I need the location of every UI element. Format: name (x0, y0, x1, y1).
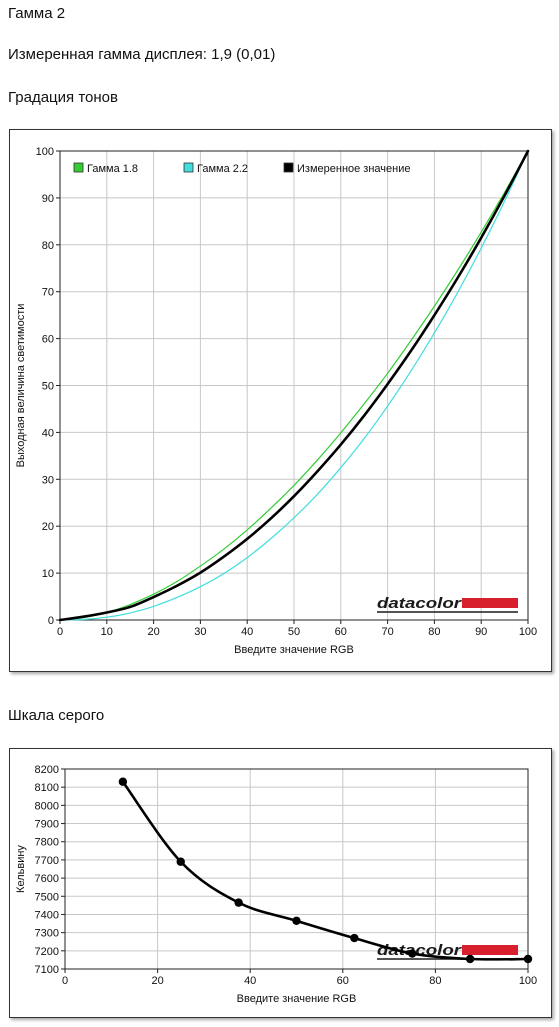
y-tick-label: 20 (42, 521, 54, 533)
data-point (465, 954, 475, 964)
data-point (523, 954, 533, 964)
y-tick-label: 7900 (35, 819, 59, 831)
datacolor-logo-text: datacolor (377, 942, 462, 959)
y-tick-label: 7500 (35, 891, 59, 903)
y-tick-label: 40 (42, 427, 54, 439)
datacolor-logo-text: datacolor (377, 595, 462, 612)
x-axis-label: Введите значение RGB (234, 644, 354, 656)
legend-swatch-0 (73, 162, 84, 173)
x-tick-label: 30 (194, 626, 206, 638)
data-point (176, 857, 185, 866)
data-point (408, 949, 417, 958)
grayscale-heading: Шкала серого (8, 707, 105, 724)
y-tick-label: 8000 (35, 800, 59, 812)
y-tick-label: 30 (42, 474, 54, 486)
y-tick-label: 7700 (35, 855, 59, 867)
plot-area-border (64, 768, 529, 970)
y-axis-label: Выходная величина светимости (15, 304, 27, 468)
x-tick-label: 10 (101, 626, 113, 638)
y-tick-label: 7200 (35, 946, 59, 958)
y-tick-label: 70 (42, 287, 54, 299)
y-tick-label: 7800 (35, 837, 59, 849)
x-tick-label: 50 (288, 626, 300, 638)
y-tick-label: 0 (48, 615, 54, 627)
y-tick-label: 90 (42, 193, 54, 205)
page-title: Гамма 2 (8, 5, 66, 22)
x-tick-label: 40 (244, 975, 256, 987)
tone-gradation-chart-frame: 0 10 20 30 40 50 60 70 80 90 100 0 10 20 30 40 50 60 70 80 9… (9, 129, 552, 672)
x-tick-label: 20 (147, 626, 159, 638)
legend-swatch-1 (183, 162, 194, 173)
y-tick-label: 100 (36, 146, 54, 158)
x-tick-label: 80 (429, 975, 441, 987)
y-axis-label: Кельвину (15, 845, 27, 893)
data-point (350, 933, 359, 943)
legend-label-2: Измеренное значение (297, 163, 411, 175)
datacolor-logo-bar (462, 945, 518, 955)
x-tick-label: 60 (335, 626, 347, 638)
measured-gamma-text: Измеренная гамма дисплея: 1,9 (0,01) (8, 46, 276, 63)
series-line-0 (59, 150, 529, 621)
grayscale-chart-frame: 0 20 40 60 80 100 7100 7200 7300 7400 7500 7600 7700… (9, 748, 552, 1018)
y-tick-label: 60 (42, 334, 54, 346)
legend-label-0: Гамма 1.8 (87, 163, 138, 175)
grayscale-chart: 0 20 40 60 80 100 7100 7200 7300 7400 7500 7600 7700… (15, 764, 537, 1005)
y-tick-label: 8200 (35, 764, 59, 776)
x-tick-label: 0 (57, 626, 63, 638)
x-tick-label: 60 (337, 975, 349, 987)
x-tick-label: 40 (241, 626, 253, 638)
x-tick-label: 70 (381, 626, 393, 638)
y-tick-label: 50 (42, 381, 54, 393)
y-tick-label: 8100 (35, 782, 59, 794)
y-tick-label: 7300 (35, 928, 59, 940)
legend-swatch-2 (283, 162, 294, 173)
data-point (234, 898, 243, 907)
series-line-1 (59, 150, 529, 621)
y-tick-label: 7400 (35, 909, 59, 921)
x-tick-label: 80 (428, 626, 440, 638)
x-tick-label: 0 (62, 975, 68, 987)
tone-gradation-chart: 0 10 20 30 40 50 60 70 80 90 100 0 10 20 30 40 50 60 70 80 9… (15, 146, 537, 656)
y-tick-label: 7100 (35, 964, 59, 976)
y-tick-label: 7600 (35, 873, 59, 885)
datacolor-logo: datacolor (377, 595, 518, 613)
y-tick-label: 10 (42, 568, 54, 580)
x-tick-label: 90 (475, 626, 487, 638)
y-tick-label: 80 (42, 240, 54, 252)
x-tick-label: 100 (519, 626, 537, 638)
x-axis-label: Введите значение RGB (237, 993, 357, 1005)
data-point (292, 916, 301, 926)
series-line-2 (58, 149, 530, 622)
datacolor-logo-bar (462, 598, 518, 608)
x-tick-label: 20 (151, 975, 163, 987)
legend-label-1: Гамма 2.2 (197, 163, 248, 175)
tone-gradation-heading: Градация тонов (8, 89, 118, 106)
x-tick-label: 100 (519, 975, 537, 987)
data-point (118, 777, 128, 786)
